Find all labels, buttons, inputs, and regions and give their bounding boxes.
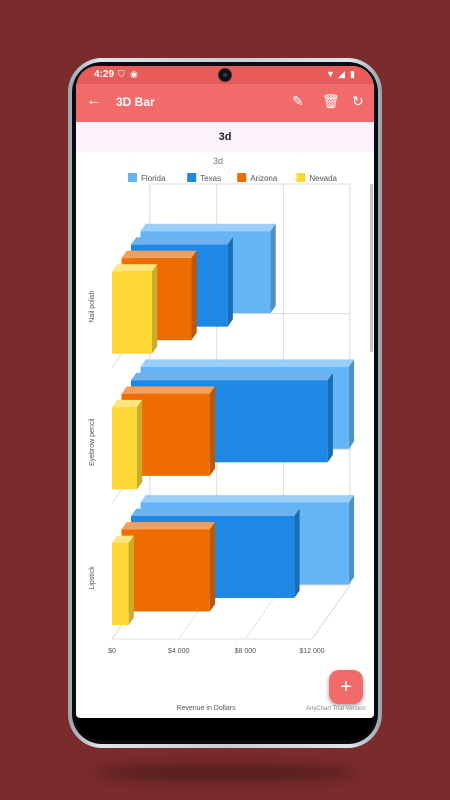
- bar-side: [294, 508, 300, 598]
- chart-section-header: 3d: [76, 122, 374, 152]
- bar-side: [137, 399, 143, 490]
- status-bar: 4:29 ⛉ ◉ ▼ ◢ ▮: [76, 66, 374, 84]
- axis-title: Revenue in Dollars: [176, 705, 236, 712]
- legend-label: Florida: [141, 174, 166, 183]
- bar-side: [209, 386, 216, 476]
- chart-bars: [112, 223, 355, 625]
- bar-nevada-lipstick[interactable]: [112, 535, 134, 625]
- grid-floor-line: [311, 584, 351, 640]
- bar-top: [131, 508, 300, 516]
- legend-swatch: [128, 173, 137, 182]
- bar-top: [131, 237, 233, 245]
- bar-side: [348, 359, 355, 449]
- x-tick-label: $0: [108, 648, 116, 655]
- bar-top: [131, 372, 333, 381]
- shield-icon: ⛉: [118, 69, 125, 79]
- scrollbar[interactable]: [370, 184, 373, 352]
- x-tick-label: $12 000: [299, 648, 324, 655]
- bar-side: [348, 495, 355, 585]
- app-bar-title: 3D Bar: [116, 95, 155, 109]
- phone-shadow: [95, 766, 355, 780]
- app-bar: ← 3D Bar ✎ 🗑 ↻: [76, 84, 374, 122]
- chart-category-labels: Nail polish Eyebrow pencil Lipstick: [89, 290, 96, 589]
- bar-top: [140, 359, 355, 367]
- legend-swatch: [237, 173, 247, 182]
- bar-side: [128, 535, 134, 625]
- bar-top: [140, 495, 355, 503]
- bar-side: [327, 372, 333, 463]
- wifi-icon: ▼: [326, 69, 335, 79]
- bar-front: [121, 529, 210, 612]
- bar-front: [112, 543, 129, 625]
- bar-side: [152, 264, 158, 354]
- legend-label: Nevada: [309, 174, 337, 183]
- battery-icon: ▮: [350, 69, 355, 79]
- bar-top: [112, 399, 143, 408]
- x-tick-label: $8 000: [235, 648, 257, 655]
- bar-top: [112, 535, 134, 543]
- back-arrow-icon[interactable]: ←: [86, 92, 102, 109]
- phone-bottom-bezel: [76, 718, 374, 740]
- bar-front: [112, 271, 152, 354]
- bar-side: [209, 522, 216, 612]
- bar-side: [227, 237, 233, 327]
- bar-front: [112, 407, 137, 490]
- bar-arizona-lipstick[interactable]: [121, 522, 216, 612]
- edit-icon[interactable]: ✎: [292, 93, 304, 109]
- bar-top: [121, 386, 216, 394]
- bar-top: [121, 522, 216, 530]
- front-camera: [218, 68, 232, 82]
- refresh-icon[interactable]: ↻: [352, 93, 364, 109]
- phone-screen: 4:29 ⛉ ◉ ▼ ◢ ▮ ← 3D Bar ✎ 🗑 ↻ 3d $0 $4 00…: [76, 66, 374, 718]
- legend-label: Arizona: [250, 174, 278, 183]
- bar-chart: $0 $4 000 $8 000 $12 000 Nail polish Eyebrow…: [89, 156, 355, 712]
- status-time: 4:29: [94, 69, 115, 80]
- bar-top: [140, 223, 276, 232]
- legend-item-arizona[interactable]: Arizona: [237, 173, 278, 183]
- legend-item-florida[interactable]: Florida: [128, 173, 166, 183]
- x-tick-label: $4 000: [168, 648, 190, 655]
- chart-ticks: $0 $4 000 $8 000 $12 000: [108, 648, 325, 655]
- legend-label: Texas: [200, 174, 221, 183]
- chart-legend[interactable]: Florida Texas Arizona Nevada: [128, 173, 338, 183]
- bar-top: [112, 264, 158, 272]
- category-label: Nail polish: [89, 290, 96, 322]
- legend-item-texas[interactable]: Texas: [187, 173, 221, 183]
- signal-icon: ◢: [338, 69, 345, 79]
- bar-nevada-nail-polish[interactable]: [112, 264, 158, 354]
- chart-title: 3d: [213, 156, 223, 166]
- legend-swatch: [296, 173, 306, 182]
- delete-icon[interactable]: 🗑: [322, 93, 340, 109]
- category-label: Lipstick: [89, 566, 96, 590]
- legend-item-nevada[interactable]: Nevada: [296, 173, 338, 183]
- bar-top: [121, 250, 197, 259]
- bar-side: [191, 250, 197, 341]
- bar-nevada-eyebrow-pencil[interactable]: [112, 399, 143, 490]
- bar-side: [270, 223, 276, 314]
- chart-credits: AnyChart Trial Version: [306, 706, 366, 712]
- legend-swatch: [187, 173, 197, 182]
- notification-icon: ◉: [130, 69, 138, 79]
- category-label: Eyebrow pencil: [89, 418, 96, 466]
- add-button[interactable]: +: [329, 670, 363, 704]
